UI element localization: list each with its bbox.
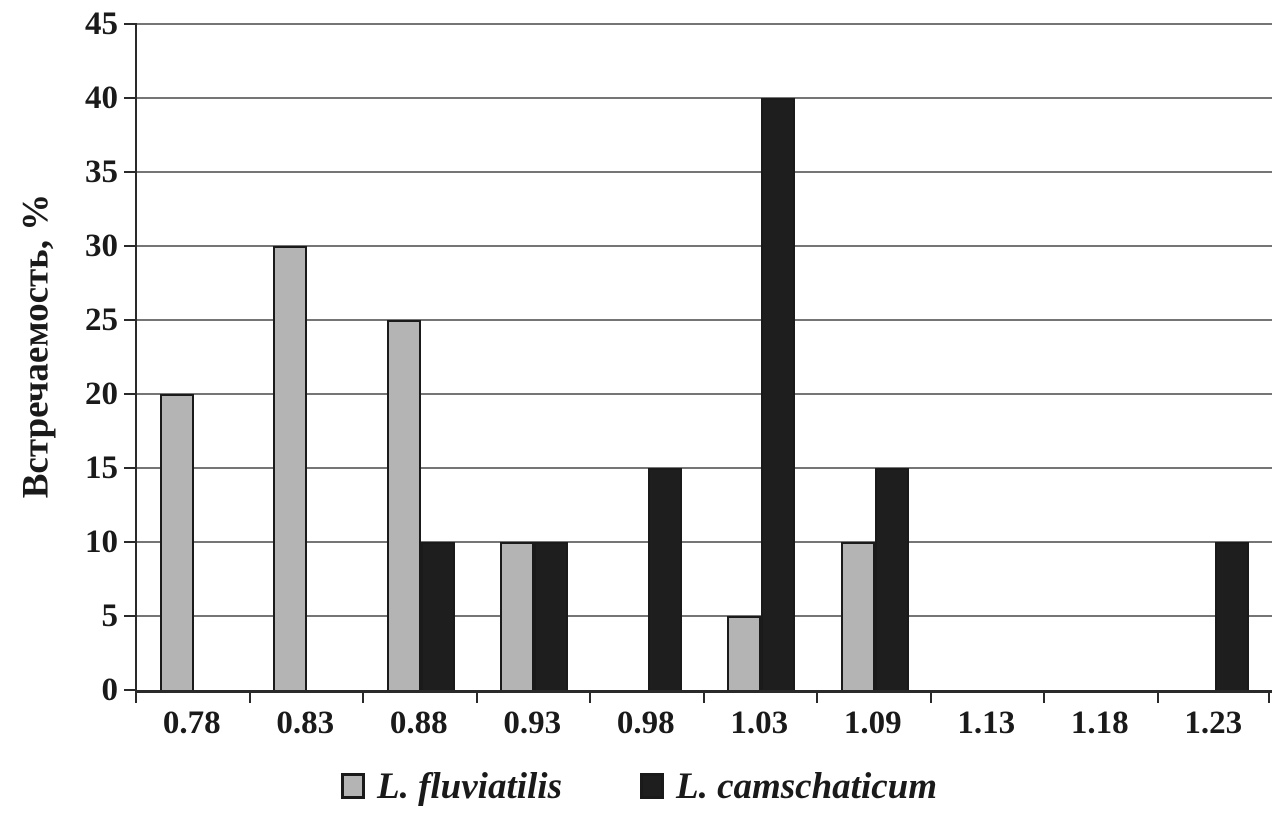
bar-l-camschaticum-1.09 [874,468,909,690]
gridline-35 [137,171,1272,173]
y-tick [124,245,137,247]
x-tick-label: 1.03 [730,705,789,741]
bar-l-camschaticum-0.98 [647,468,682,690]
x-tick [589,691,591,703]
gridline-5 [137,615,1272,617]
y-tick [124,541,137,543]
legend-item-2: L. camschaticum [639,765,938,808]
legend-label-1: L. fluviatilis [376,765,562,807]
gridline-15 [137,467,1272,469]
y-tick [124,171,137,173]
y-tick [124,467,137,469]
gridline-25 [137,319,1272,321]
bar-l-fluviatilis-0.88 [386,320,421,690]
x-tick [1157,691,1159,703]
x-tick-label: 1.18 [1070,705,1129,741]
y-tick-label: 10 [85,524,118,560]
bar-l-fluviatilis-1.09 [840,542,875,690]
gridline-40 [137,97,1272,99]
y-tick [124,393,137,395]
bar-l-fluviatilis-0.93 [500,542,535,690]
y-tick [124,615,137,617]
plot-area [135,23,1272,693]
x-tick-label: 1.13 [957,705,1016,741]
y-tick [124,319,137,321]
legend-swatch-1 [340,773,365,799]
y-tick-label: 45 [85,6,118,42]
y-tick-label: 40 [85,80,118,116]
gridline-20 [137,393,1272,395]
x-tick-label: 0.98 [616,705,675,741]
x-tick [476,691,478,703]
x-tick-label: 0.88 [389,705,448,741]
legend: L. fluviatilis L. camschaticum [0,758,1278,814]
x-tick-label: 1.23 [1184,705,1243,741]
gridline-30 [137,245,1272,247]
legend-label-2: L. camschaticum [675,765,938,807]
x-tick [930,691,932,703]
x-tick [249,691,251,703]
gridline-10 [137,541,1272,543]
x-tick [1043,691,1045,703]
y-tick-label: 15 [85,450,118,486]
bar-l-camschaticum-0.88 [420,542,455,690]
x-tick [816,691,818,703]
y-tick [124,97,137,99]
legend-item-1: L. fluviatilis [340,765,562,808]
bar-l-camschaticum-0.93 [534,542,569,690]
y-tick [124,23,137,25]
x-tick [362,691,364,703]
x-tick-label: 0.93 [503,705,562,741]
gridline-45 [137,23,1272,25]
x-tick [1268,691,1270,703]
x-tick-label: 0.83 [276,705,335,741]
bar-l-camschaticum-1.03 [761,98,796,690]
y-tick [124,689,137,691]
x-tick [703,691,705,703]
y-tick-label: 25 [85,302,118,338]
x-tick [135,691,137,703]
legend-swatch-2 [639,773,664,799]
x-tick-label: 1.09 [843,705,902,741]
bar-l-camschaticum-1.23 [1215,542,1250,690]
y-tick-label: 35 [85,154,118,190]
bar-l-fluviatilis-1.03 [727,616,762,690]
bar-l-fluviatilis-0.83 [273,246,308,690]
bar-l-fluviatilis-0.78 [159,394,194,690]
y-tick-label: 30 [85,228,118,264]
y-tick-label: 5 [101,598,119,634]
y-tick-label: 20 [85,376,118,412]
x-tick-label: 0.78 [162,705,221,741]
y-tick-label: 0 [101,672,119,708]
